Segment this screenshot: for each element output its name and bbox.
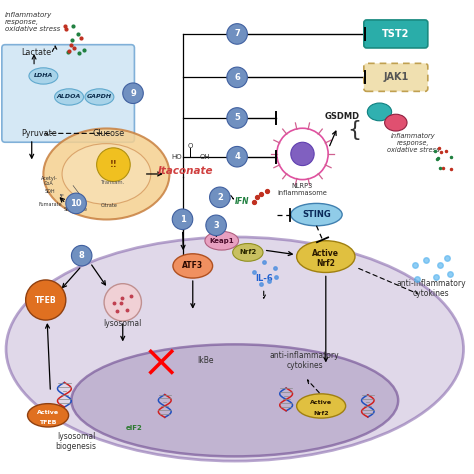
Text: Fumarate: Fumarate <box>38 202 62 207</box>
Ellipse shape <box>6 237 464 461</box>
Text: lysosomal
biogenesis: lysosomal biogenesis <box>55 432 97 451</box>
Text: GAPDH: GAPDH <box>87 94 112 100</box>
Text: 7: 7 <box>234 29 240 38</box>
Text: TFEB: TFEB <box>35 295 56 304</box>
Text: IL-6: IL-6 <box>255 273 273 283</box>
Text: lysosomal: lysosomal <box>103 319 142 328</box>
Ellipse shape <box>44 128 169 219</box>
Ellipse shape <box>55 89 83 105</box>
Text: SDH: SDH <box>45 189 56 194</box>
Ellipse shape <box>367 103 392 121</box>
Text: STING: STING <box>302 210 331 219</box>
FancyBboxPatch shape <box>364 64 428 91</box>
Ellipse shape <box>384 114 407 131</box>
Text: ALDOA: ALDOA <box>57 94 81 100</box>
Ellipse shape <box>27 404 69 427</box>
Text: O: O <box>188 143 193 149</box>
FancyBboxPatch shape <box>2 45 135 142</box>
Ellipse shape <box>29 68 58 84</box>
Circle shape <box>72 246 92 266</box>
Circle shape <box>227 146 247 167</box>
Text: IFN: IFN <box>235 198 249 207</box>
Circle shape <box>172 209 193 229</box>
Text: 6: 6 <box>234 73 240 82</box>
Circle shape <box>66 193 86 214</box>
Ellipse shape <box>205 231 238 250</box>
Text: TST2: TST2 <box>382 29 410 39</box>
Text: Keap1: Keap1 <box>210 238 234 244</box>
Circle shape <box>227 67 247 88</box>
Circle shape <box>97 148 130 182</box>
Text: Active: Active <box>310 400 332 405</box>
Text: Glucose: Glucose <box>93 129 125 138</box>
Text: LDHA: LDHA <box>34 73 53 79</box>
Ellipse shape <box>85 89 114 105</box>
Text: OH: OH <box>199 154 210 160</box>
Text: Active: Active <box>312 249 339 258</box>
Text: Pyruvate: Pyruvate <box>21 129 57 138</box>
Circle shape <box>227 108 247 128</box>
Ellipse shape <box>291 203 342 226</box>
Text: eIF2: eIF2 <box>126 425 143 431</box>
Text: ATF3: ATF3 <box>182 262 203 271</box>
Text: Nrf2: Nrf2 <box>239 249 256 255</box>
Text: Nrf2: Nrf2 <box>316 259 335 268</box>
Text: Nrf2: Nrf2 <box>313 411 329 416</box>
Text: NLRP3
inflammasome: NLRP3 inflammasome <box>278 183 328 196</box>
Text: TFEB: TFEB <box>39 420 57 425</box>
Text: inflammatory
response,
oxidative stress: inflammatory response, oxidative stress <box>387 133 439 153</box>
Circle shape <box>291 142 314 165</box>
Text: JAK1: JAK1 <box>383 73 409 82</box>
FancyBboxPatch shape <box>364 20 428 48</box>
Circle shape <box>210 187 230 208</box>
Text: 10: 10 <box>70 199 82 208</box>
Text: Succinate: Succinate <box>64 208 88 212</box>
Text: Citrate: Citrate <box>100 203 117 208</box>
Text: Itaconate: Itaconate <box>158 166 213 176</box>
Text: {: { <box>347 119 361 140</box>
Ellipse shape <box>297 241 355 273</box>
Text: 2: 2 <box>217 193 223 202</box>
Circle shape <box>206 215 227 236</box>
Text: 5: 5 <box>234 113 240 122</box>
Circle shape <box>123 83 143 103</box>
Circle shape <box>277 128 328 180</box>
Text: anti-inflammatory
cytokines: anti-inflammatory cytokines <box>270 351 339 370</box>
Ellipse shape <box>173 254 213 278</box>
Text: HO: HO <box>171 154 182 160</box>
Text: Active: Active <box>37 410 59 415</box>
Text: 8: 8 <box>79 251 84 260</box>
Text: !!: !! <box>109 160 117 169</box>
Text: inflammatory
response,
oxidative stress: inflammatory response, oxidative stress <box>5 12 60 32</box>
Text: Acetyl-
CoA: Acetyl- CoA <box>41 175 57 186</box>
Ellipse shape <box>233 244 263 261</box>
Text: Transam.: Transam. <box>101 180 126 185</box>
Ellipse shape <box>72 345 398 456</box>
Circle shape <box>26 280 66 320</box>
Circle shape <box>104 283 141 321</box>
Text: 3: 3 <box>213 221 219 230</box>
Text: IkBe: IkBe <box>198 356 214 365</box>
Circle shape <box>227 24 247 44</box>
Ellipse shape <box>297 394 346 418</box>
Text: 1: 1 <box>180 215 185 224</box>
Text: anti-inflammatory
cytokines: anti-inflammatory cytokines <box>396 279 465 298</box>
Text: 4: 4 <box>234 152 240 161</box>
Text: Lactate: Lactate <box>21 48 51 57</box>
Text: GSDMD: GSDMD <box>325 112 360 121</box>
Text: 9: 9 <box>130 89 136 98</box>
Ellipse shape <box>62 144 151 204</box>
